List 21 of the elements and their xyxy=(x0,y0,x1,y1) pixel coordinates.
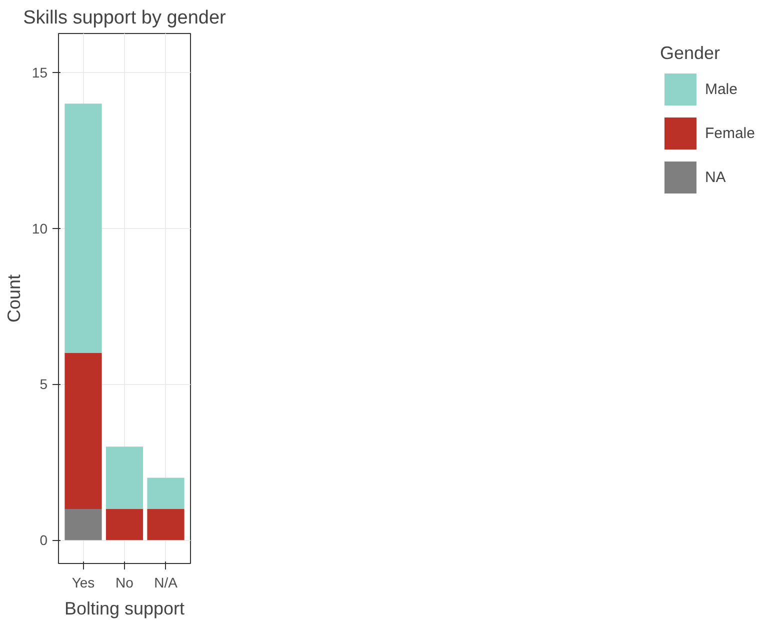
x-axis-title: Bolting support xyxy=(64,598,185,618)
y-tick-label: 10 xyxy=(32,220,48,236)
x-tick-label: No xyxy=(116,574,134,590)
x-tick-label: N/A xyxy=(154,574,178,590)
y-axis-title: Count xyxy=(4,274,24,323)
bar xyxy=(147,508,184,540)
bar xyxy=(106,446,144,509)
bar xyxy=(147,478,184,509)
y-tick-label: 5 xyxy=(40,376,48,392)
legend-label: NA xyxy=(704,168,726,186)
legend-title: Gender xyxy=(660,43,722,64)
x-tick-label: Yes xyxy=(72,574,95,590)
bar xyxy=(64,104,102,354)
y-tick-label: 15 xyxy=(32,64,48,80)
bar xyxy=(64,508,102,540)
legend-label: Female xyxy=(704,124,755,142)
y-tick-label: 0 xyxy=(40,532,48,548)
bar xyxy=(106,508,144,540)
legend-label: Male xyxy=(704,80,738,98)
bar xyxy=(64,353,102,509)
chart-title: Skills support by gender xyxy=(23,8,227,28)
